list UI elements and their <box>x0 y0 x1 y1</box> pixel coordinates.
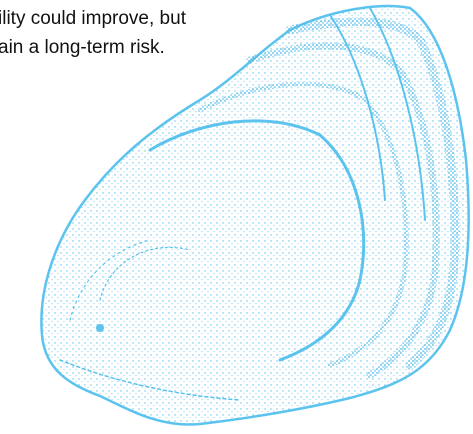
text-line: ility could improve, but <box>0 8 186 29</box>
body-text: ility could improve, but ain a long-term… <box>0 4 186 62</box>
shell <box>40 4 470 426</box>
text-line: ain a long-term risk. <box>0 37 165 58</box>
